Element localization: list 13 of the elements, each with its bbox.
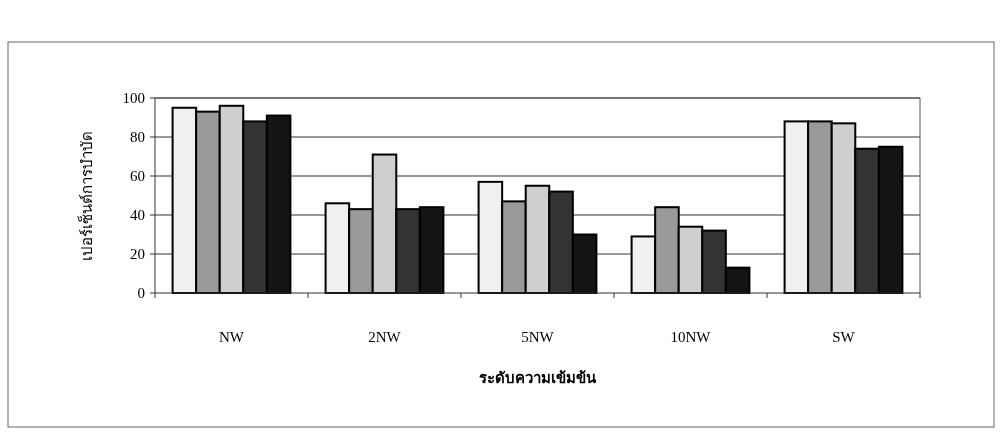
y-tick-label: 20 bbox=[130, 246, 145, 262]
y-tick-label: 40 bbox=[130, 207, 145, 223]
x-tick-label: SW bbox=[832, 329, 856, 345]
y-tick-label: 60 bbox=[130, 168, 145, 184]
y-tick-label: 100 bbox=[122, 90, 145, 106]
y-tick-label: 80 bbox=[130, 129, 145, 145]
x-tick-label: 10NW bbox=[670, 329, 712, 345]
x-tick-label: 5NW bbox=[521, 329, 555, 345]
y-axis-title: เปอร์เซ็นต์การบำบัด bbox=[77, 130, 96, 261]
x-tick-label: 2NW bbox=[368, 329, 402, 345]
x-axis-title: ระดับความเข้มข้น bbox=[479, 369, 597, 387]
y-tick-label: 0 bbox=[137, 285, 145, 301]
x-tick-label: NW bbox=[219, 329, 245, 345]
